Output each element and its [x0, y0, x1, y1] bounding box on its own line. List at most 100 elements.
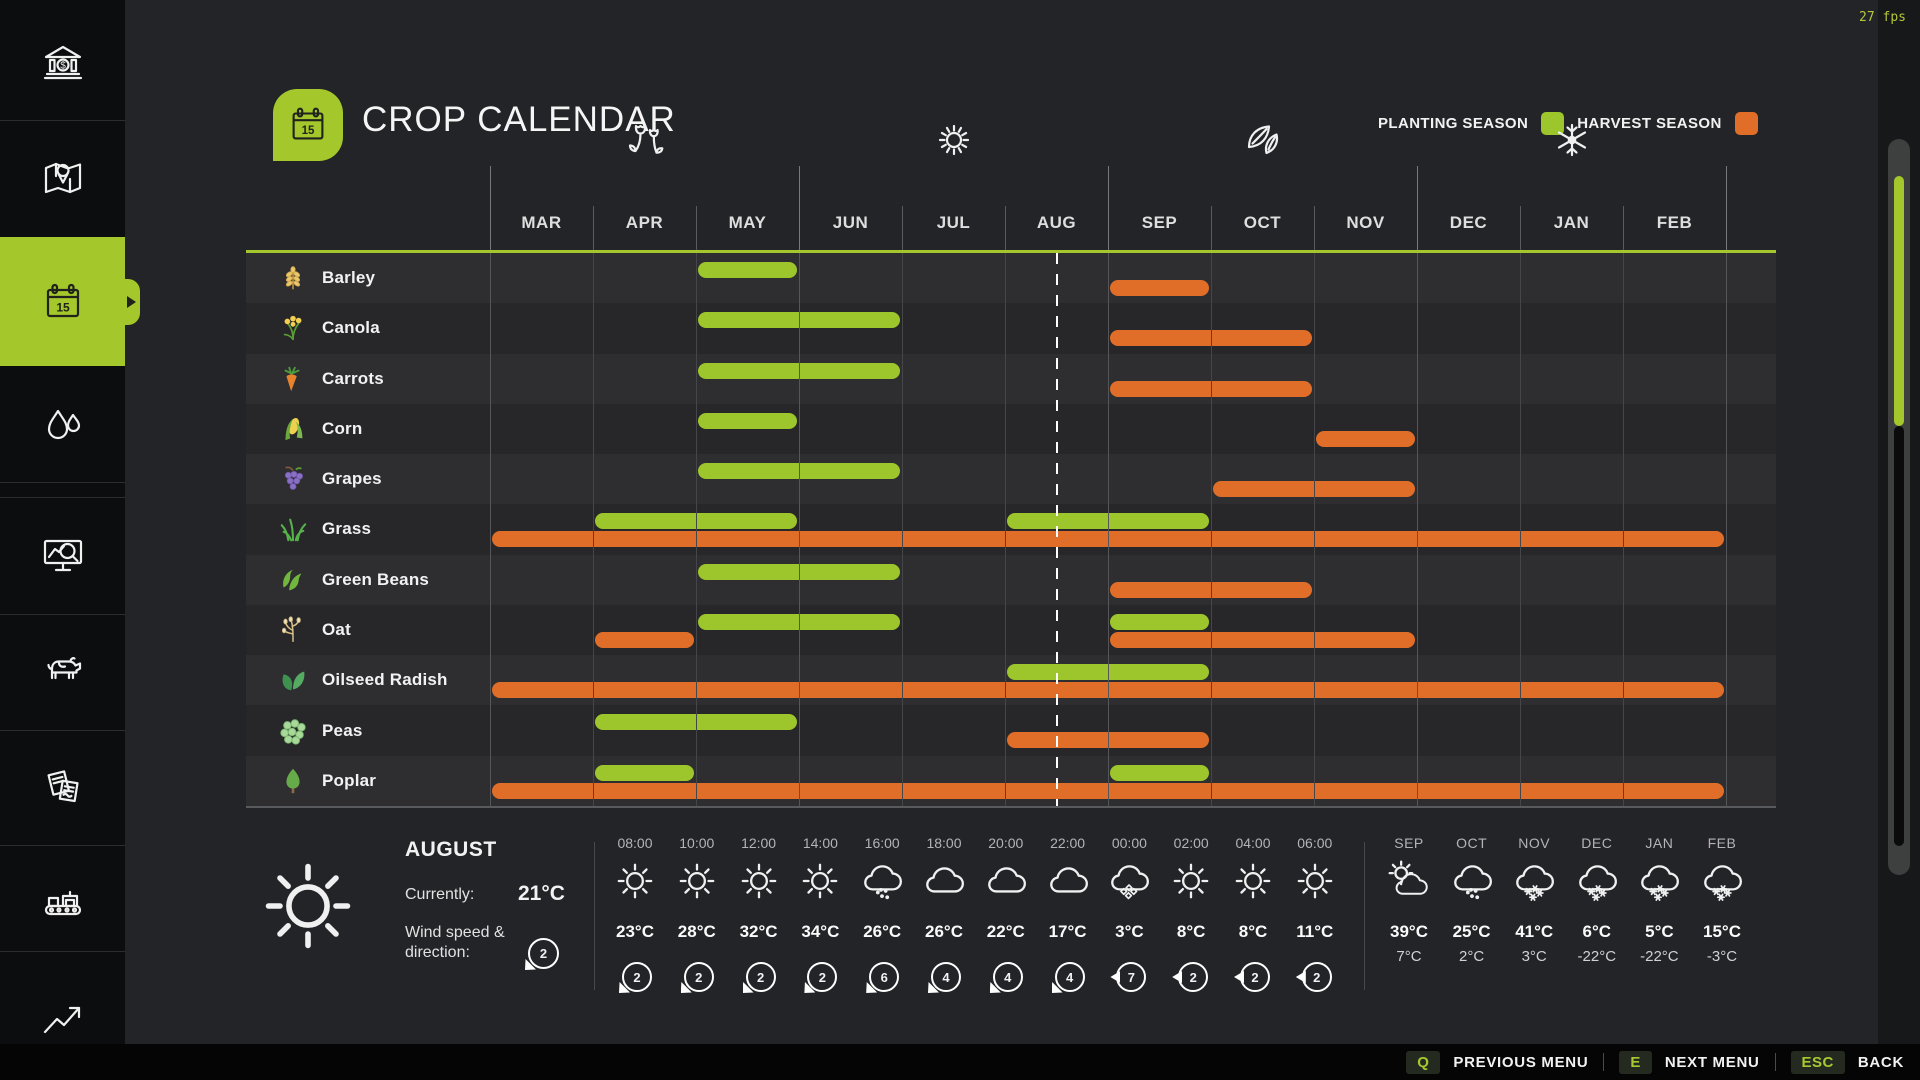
sidebar-item-finances[interactable]: $: [0, 6, 125, 120]
monitor-chart-icon: [39, 532, 87, 580]
hourly-time-label: 14:00: [802, 835, 838, 851]
wind-value: 2: [1313, 969, 1321, 985]
carrot-icon: [278, 364, 308, 394]
monthly-low-temp: -22°C: [1577, 948, 1617, 965]
month-grid-line: [1417, 166, 1418, 253]
poplar-icon: [278, 766, 308, 796]
month-grid-line: [1417, 253, 1418, 806]
scrollbar-thumb-black[interactable]: [1894, 426, 1904, 846]
wind-label: direction:: [405, 944, 470, 961]
month-grid-line: [696, 206, 697, 253]
hail-icon: [1106, 858, 1152, 904]
wind-value: 4: [1004, 969, 1012, 985]
green-beans-icon: [278, 565, 308, 595]
hint-back[interactable]: ESC BACK: [1790, 1050, 1904, 1074]
month-grid-line: [1314, 206, 1315, 253]
month-label: SEP: [1141, 213, 1178, 232]
snow-icon: [1699, 858, 1745, 904]
scrollbar-thumb-green[interactable]: [1894, 176, 1904, 426]
wind-pin-tail-icon: [1110, 971, 1121, 983]
monthly-low-temp: -22°C: [1640, 948, 1679, 965]
planting-bar: [698, 262, 797, 278]
monthly-month-label: DEC: [1581, 835, 1613, 851]
legend-harvest-label: HARVEST SEASON: [1577, 115, 1722, 132]
wind-pin: 2: [680, 962, 714, 993]
month-label: APR: [625, 213, 664, 232]
crop-label: Oilseed Radish: [322, 670, 448, 690]
hint-previous-menu[interactable]: Q PREVIOUS MENU: [1406, 1050, 1589, 1074]
sunny-icon: [1168, 858, 1214, 904]
monthly-month-label: FEB: [1707, 835, 1737, 851]
hourly-time-label: 04:00: [1235, 835, 1271, 851]
wind-pin-tail-icon: [1295, 971, 1306, 983]
wind-value: 2: [633, 969, 641, 985]
wind-pin: 4: [1051, 962, 1085, 993]
sidebar-item-contracts[interactable]: [0, 731, 125, 845]
crop-label: Grapes: [322, 469, 382, 489]
crop-row: Canola: [246, 303, 1776, 354]
svg-text:15: 15: [56, 300, 70, 314]
sidebar-item-crop-calendar[interactable]: 15: [0, 237, 125, 366]
hourly-temp: 3°C: [1115, 922, 1144, 941]
hourly-time-label: 22:00: [1050, 835, 1086, 851]
month-grid-line: [490, 253, 491, 806]
rain-icon: [1449, 858, 1495, 904]
crop-row: Grapes: [246, 454, 1776, 505]
rain-icon: [859, 858, 905, 904]
weather-separator: [1364, 842, 1365, 990]
sidebar-item-production[interactable]: [0, 846, 125, 951]
documents-icon: [39, 764, 87, 812]
month-grid-line: [1314, 253, 1315, 806]
hint-next-menu[interactable]: E NEXT MENU: [1619, 1050, 1759, 1074]
planting-bar: [698, 412, 797, 429]
month-grid-line: [1211, 206, 1212, 253]
planting-bar: [1110, 613, 1209, 630]
hourly-time-label: 06:00: [1297, 835, 1333, 851]
monthly-month-label: JAN: [1645, 835, 1674, 851]
crop-label: Grass: [322, 519, 372, 539]
wind-pin-tail-icon: [742, 982, 754, 993]
wind-pin: 2: [742, 962, 776, 993]
hourly-temp: 26°C: [863, 922, 902, 941]
wind-pin-tail-icon: [866, 982, 878, 993]
wind-value: 2: [695, 969, 703, 985]
hourly-time-label: 02:00: [1173, 835, 1209, 851]
month-label: MAR: [521, 213, 562, 232]
monthly-high-temp: 5°C: [1645, 922, 1674, 941]
monthly-low-temp: 7°C: [1396, 948, 1422, 965]
month-grid-line: [1520, 206, 1521, 253]
monthly-high-temp: 41°C: [1515, 922, 1554, 941]
legend: PLANTING SEASON HARVEST SEASON: [1378, 112, 1758, 135]
bottom-bar: Q PREVIOUS MENU E NEXT MENU ESC BACK: [0, 1044, 1920, 1080]
snow-icon: [1511, 858, 1557, 904]
month-label: MAY: [728, 213, 767, 232]
wind-label: Wind speed &: [405, 924, 505, 941]
canola-icon: [278, 313, 308, 343]
weather-separator: [594, 842, 595, 990]
sidebar-item-animals[interactable]: [0, 615, 125, 730]
sidebar: $15: [0, 0, 140, 1080]
monthly-low-temp: 3°C: [1521, 948, 1547, 965]
sunny-icon: [1292, 858, 1338, 904]
partly-cloudy-icon: [1386, 858, 1432, 904]
monthly-high-temp: 39°C: [1390, 922, 1428, 941]
cloudy-icon: [983, 858, 1029, 904]
month-grid-line: [799, 166, 800, 253]
month-grid-line: [1520, 253, 1521, 806]
sidebar-separator: [0, 497, 125, 498]
sidebar-item-statistics[interactable]: [0, 498, 125, 614]
cow-icon: [39, 649, 87, 697]
hint-label: PREVIOUS MENU: [1453, 1053, 1589, 1071]
sidebar-separator: [0, 482, 125, 483]
sidebar-item-weather[interactable]: [0, 367, 125, 482]
oat-icon: [278, 615, 308, 645]
sidebar-separator: [0, 845, 125, 846]
month-grid-line: [902, 206, 903, 253]
sidebar-item-prices[interactable]: [0, 952, 125, 1080]
crop-row: Oat: [246, 604, 1776, 656]
month-grid-line: [1726, 253, 1727, 806]
crop-calendar-badge: 15: [273, 89, 343, 161]
hourly-time-label: 12:00: [741, 835, 777, 851]
sidebar-item-map[interactable]: [0, 121, 125, 236]
currently-label: Currently:: [405, 886, 475, 903]
